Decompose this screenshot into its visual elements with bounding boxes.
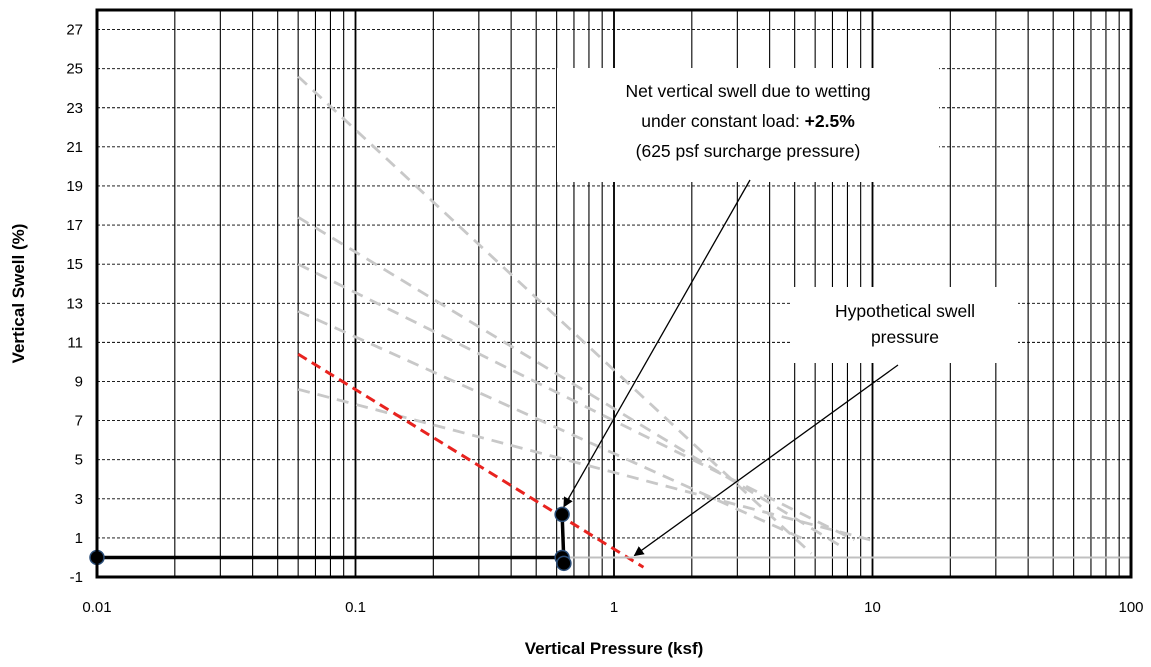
annotation-text-span: under constant load:	[641, 111, 804, 131]
annotation-text-line: Net vertical swell due to wetting	[625, 81, 870, 101]
series-line-1	[297, 75, 813, 555]
x-tick-label: 0.01	[82, 599, 111, 616]
y-tick-label: 23	[66, 100, 83, 117]
y-tick-label: 9	[75, 373, 83, 390]
annotation-box-1	[557, 68, 939, 182]
y-tick-label: 13	[66, 295, 83, 312]
plot-frame	[95, 8, 1133, 579]
series-line-5	[297, 387, 871, 542]
series-line-6	[297, 352, 645, 569]
y-tick-label: -1	[70, 569, 83, 586]
annotation-arrow-2	[633, 364, 899, 557]
annotation-text-line: pressure	[871, 327, 939, 347]
annotation-text-span: (625 psf surcharge pressure)	[636, 141, 861, 161]
annotation-text-bold: +2.5%	[805, 111, 856, 131]
x-tick-label: 10	[864, 599, 881, 616]
x-tick-label: 1	[610, 599, 618, 616]
y-tick-label: 1	[75, 530, 83, 547]
y-tick-label: 7	[75, 413, 83, 430]
annotation-text-span: pressure	[871, 327, 939, 347]
data-point-4	[554, 506, 570, 523]
y-tick-label: 21	[66, 139, 83, 156]
y-tick-label: 3	[75, 491, 83, 508]
series-line-2	[297, 216, 841, 547]
y-axis-title: Vertical Swell (%)	[9, 224, 28, 364]
x-tick-label: 0.1	[345, 599, 366, 616]
y-tick-label: 19	[66, 178, 83, 195]
series-line-3	[297, 262, 855, 542]
annotation-text-line: (625 psf surcharge pressure)	[636, 141, 861, 161]
y-tick-label: 15	[66, 256, 83, 273]
data-point-3	[556, 555, 572, 572]
annotation-text-span: Hypothetical swell	[835, 301, 975, 321]
y-tick-label: 27	[66, 22, 83, 39]
x-axis-title: Vertical Pressure (ksf)	[525, 639, 704, 658]
y-tick-label: 25	[66, 61, 83, 78]
annotation-text-line: Hypothetical swell	[835, 301, 975, 321]
x-tick-label: 100	[1118, 599, 1143, 616]
y-tick-label: 5	[75, 452, 83, 469]
annotation-arrow-1	[563, 179, 751, 508]
annotation-text-span: Net vertical swell due to wetting	[625, 81, 870, 101]
annotation-box-2	[792, 287, 1018, 363]
y-tick-label: 11	[67, 334, 83, 351]
annotation-text-line: under constant load: +2.5%	[641, 111, 855, 131]
series-line-4	[297, 309, 806, 542]
y-tick-label: 17	[66, 217, 83, 234]
